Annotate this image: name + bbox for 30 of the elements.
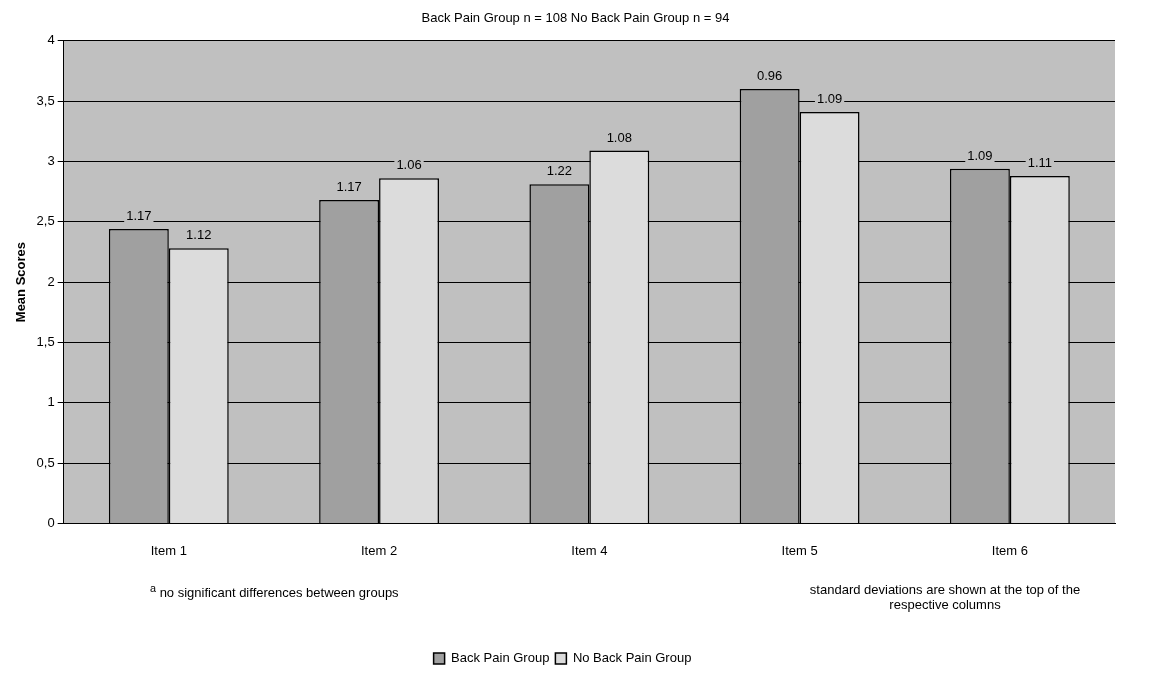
chart-subtitle: Back Pain Group n = 108 No Back Pain Group n = 94 xyxy=(420,10,731,25)
annotation: 1.11 xyxy=(1027,155,1052,171)
annotation: 0.96 xyxy=(756,68,783,84)
annotation: 1.12 xyxy=(186,227,212,243)
y-tick-label: 2,5 xyxy=(36,213,55,229)
y-tick-label: 0 xyxy=(47,514,55,530)
x-tick-label: Item 5 xyxy=(781,542,818,558)
y-tick-label: 1,5 xyxy=(36,334,55,349)
x-tick-label: Item 6 xyxy=(991,542,1028,558)
text: standard deviations are shown at the top of the respective columns xyxy=(808,582,1082,612)
y-tick-label: 1 xyxy=(47,394,55,410)
y-tick-label: 0,5 xyxy=(36,454,55,470)
y-tick-label: 4 xyxy=(47,32,55,48)
annotation: 1.06 xyxy=(396,157,422,173)
y-tick-label: 2 xyxy=(47,273,55,289)
annotation: 1.17 xyxy=(126,208,152,224)
legend-label: Back Pain Group xyxy=(451,650,550,666)
annotation: 1.09 xyxy=(967,147,993,163)
y-axis-title: Mean Scores xyxy=(13,242,29,323)
annotation: 1.22 xyxy=(546,163,573,179)
y-tick-label: 3 xyxy=(47,153,55,169)
text: $^{a}$ no significant differences between groups xyxy=(150,582,399,601)
x-tick-label: Item 1 xyxy=(150,542,187,558)
annotation: 1.09 xyxy=(816,91,843,107)
annotation: 1.17 xyxy=(336,179,362,195)
x-tick-label: Item 2 xyxy=(361,542,398,558)
x-tick-label: Item 4 xyxy=(571,542,608,558)
y-tick-label: 3,5 xyxy=(36,92,55,108)
annotation: 1.08 xyxy=(606,129,632,145)
legend-label: No Back Pain Group xyxy=(572,650,692,666)
